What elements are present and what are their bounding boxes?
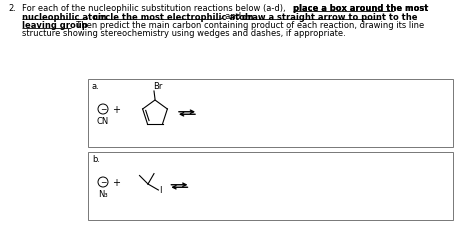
Text: ,: ,: [86, 12, 91, 21]
Text: +: +: [112, 105, 120, 115]
Text: −: −: [100, 105, 106, 114]
Text: draw a straight arrow to point to the: draw a straight arrow to point to the: [242, 12, 417, 21]
Text: +: +: [112, 177, 120, 187]
Text: a.: a.: [92, 82, 100, 91]
Text: N₃: N₃: [98, 189, 108, 198]
Text: 2.: 2.: [8, 4, 16, 13]
Text: b.: b.: [92, 154, 100, 163]
Text: CN: CN: [97, 117, 109, 126]
Text: nucleophilic atom: nucleophilic atom: [22, 12, 107, 21]
Text: circle the most electrophilic atom: circle the most electrophilic atom: [93, 12, 253, 21]
Bar: [88, 152, 453, 220]
Text: . Then predict the main carbon containing product of each reaction, drawing its : . Then predict the main carbon containin…: [71, 21, 424, 30]
Text: structure showing stereochemistry using wedges and dashes, if appropriate.: structure showing stereochemistry using …: [22, 29, 346, 38]
Text: For each of the nucleophilic substitution reactions below (a-d),: For each of the nucleophilic substitutio…: [22, 4, 288, 13]
Text: place a box around the most: place a box around the most: [293, 4, 428, 13]
Text: I: I: [159, 186, 162, 195]
Bar: [88, 80, 453, 147]
Text: leaving group: leaving group: [22, 21, 88, 30]
Text: −: −: [100, 178, 106, 187]
Text: place a box around the most: place a box around the most: [293, 4, 428, 13]
Text: Br: Br: [153, 82, 163, 91]
Text: , and: , and: [220, 12, 244, 21]
